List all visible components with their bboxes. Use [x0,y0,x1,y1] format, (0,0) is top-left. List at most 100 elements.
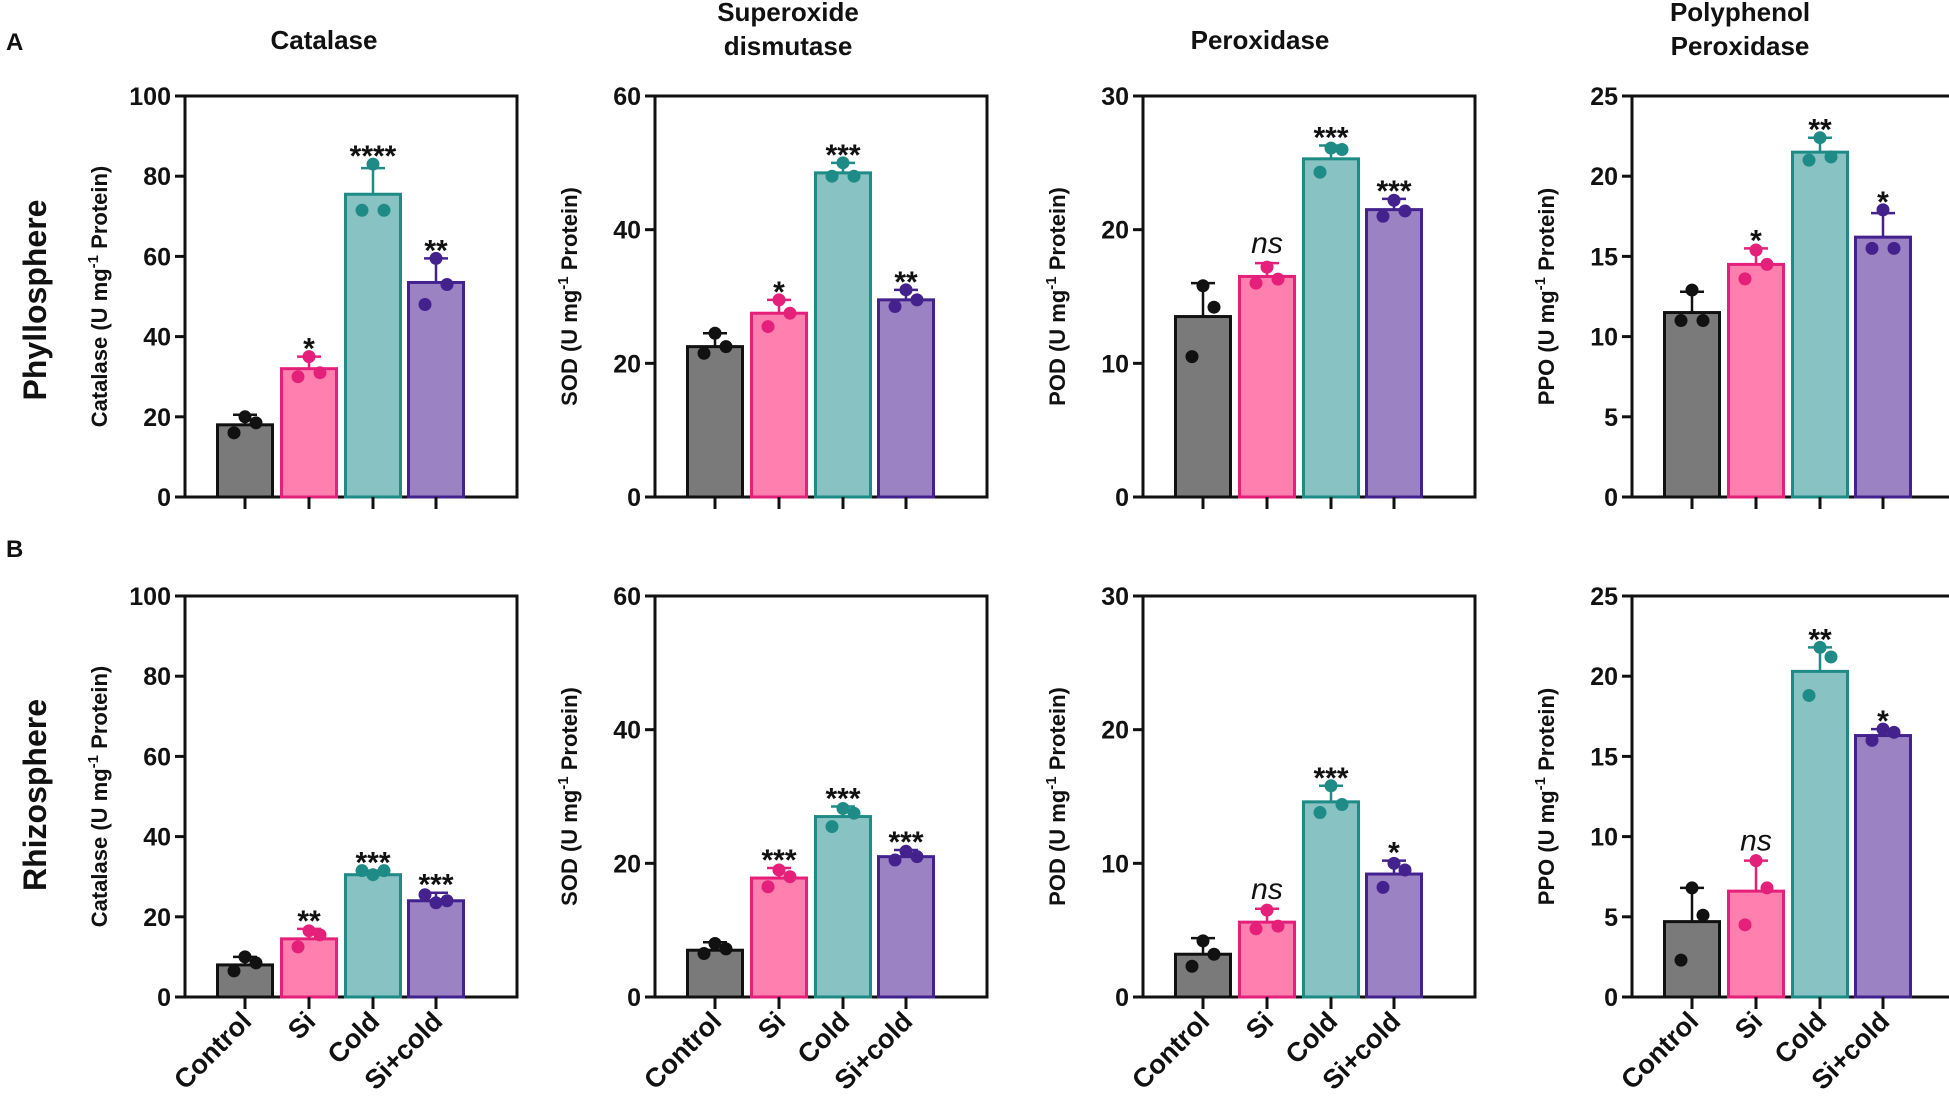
data-point [1207,300,1221,314]
data-point [238,410,252,424]
significance-label: *** [418,869,453,902]
data-point [783,306,797,320]
column-title-line: Polyphenol [1670,0,1810,27]
significance-label: ns [1251,873,1283,906]
significance-label: ** [297,905,321,938]
data-point [1865,733,1879,747]
bar [1302,157,1360,499]
y-axis-label-part: POD (U mg [1045,790,1070,906]
data-point [1685,283,1699,297]
data-point [1260,260,1274,274]
y-tick-label: 60 [143,243,171,271]
data-point [1196,934,1210,948]
column-title-line: Superoxide [717,0,859,27]
data-point [291,370,305,384]
data-point [1674,314,1688,328]
data-point [1887,241,1901,255]
y-tick-label: 20 [1101,717,1129,745]
data-point [719,942,733,956]
data-point [1376,209,1390,223]
bar [1238,920,1296,999]
data-point [697,947,711,961]
y-tick-label: 20 [1590,163,1618,191]
y-axis-label-part: Protein) [557,187,582,276]
bar [1174,952,1232,999]
chart-panel: 0 20 40 60 80 100 Catalase (U mg-1 Protein) Con… [85,583,519,1096]
data-point [697,346,711,360]
data-point [1313,806,1327,820]
data-point [772,293,786,307]
data-point [783,870,797,884]
column-title-line: dismutase [724,31,853,61]
data-point [1260,903,1274,917]
data-point [1324,141,1338,155]
y-tick-label: 5 [1604,904,1618,932]
y-axis-label-part: Catalase (U mg [87,768,112,927]
y-tick-label: 80 [143,163,171,191]
bar [407,899,465,999]
data-point [1271,919,1285,933]
y-axis-label: SOD (U mg-1 Protein) [555,687,582,906]
bar [344,192,402,499]
bar [216,423,274,499]
data-point [1387,193,1401,207]
significance-label: * [1750,224,1762,257]
bar [216,963,274,999]
data-point [313,366,327,380]
data-point [847,169,861,183]
data-point [836,156,850,170]
data-point [355,864,369,878]
y-axis-label-part: SOD (U mg [557,790,582,906]
bar [877,855,935,999]
y-tick-label: 60 [613,583,641,611]
y-tick-label: 10 [1101,350,1129,378]
data-point [302,350,316,364]
x-tick-label: Si [282,1006,321,1045]
column-title: Peroxidase [1191,25,1330,55]
data-point [1207,947,1221,961]
y-axis-label-part: Protein) [1534,188,1559,277]
data-point [1685,881,1699,895]
y-tick-label: 0 [157,984,171,1012]
data-point [1696,908,1710,922]
row-label-phyllosphere: Phyllosphere [17,200,53,401]
bar [1854,235,1912,499]
data-point [1749,854,1763,868]
data-point [377,203,391,217]
significance-label: ns [1740,825,1772,858]
data-point [1738,918,1752,932]
significance-label: *** [1376,175,1411,208]
x-tick-label: Si [1240,1006,1279,1045]
data-point [418,888,432,902]
data-point [1824,150,1838,164]
y-tick-label: 20 [143,404,171,432]
y-tick-label: 40 [143,824,171,852]
y-tick-label: 40 [613,717,641,745]
significance-label: *** [761,844,796,877]
significance-label: *** [1313,121,1348,154]
data-point [1271,272,1285,286]
y-axis-label-part: Protein) [1045,687,1070,776]
bar [814,171,872,499]
bar [1365,208,1423,499]
data-point [1335,798,1349,812]
row-label-rhizosphere: Rhizosphere [17,699,53,891]
y-tick-label: 20 [143,904,171,932]
data-point [1376,880,1390,894]
data-point [761,320,775,334]
data-point [1185,350,1199,364]
data-point [1387,856,1401,870]
bar [686,948,744,999]
bar [1174,315,1232,499]
y-tick-label: 0 [627,984,641,1012]
y-tick-label: 100 [129,83,171,111]
significance-label: ** [1808,623,1832,656]
y-tick-label: 20 [1101,217,1129,245]
data-point [1674,953,1688,967]
data-point [910,293,924,307]
bar [1365,872,1423,999]
data-point [1813,640,1827,654]
data-point [313,928,327,942]
chart-panel: 0 5 10 15 20 25 PPO (U mg-1 Protein) Control ns S… [1532,583,1949,1096]
